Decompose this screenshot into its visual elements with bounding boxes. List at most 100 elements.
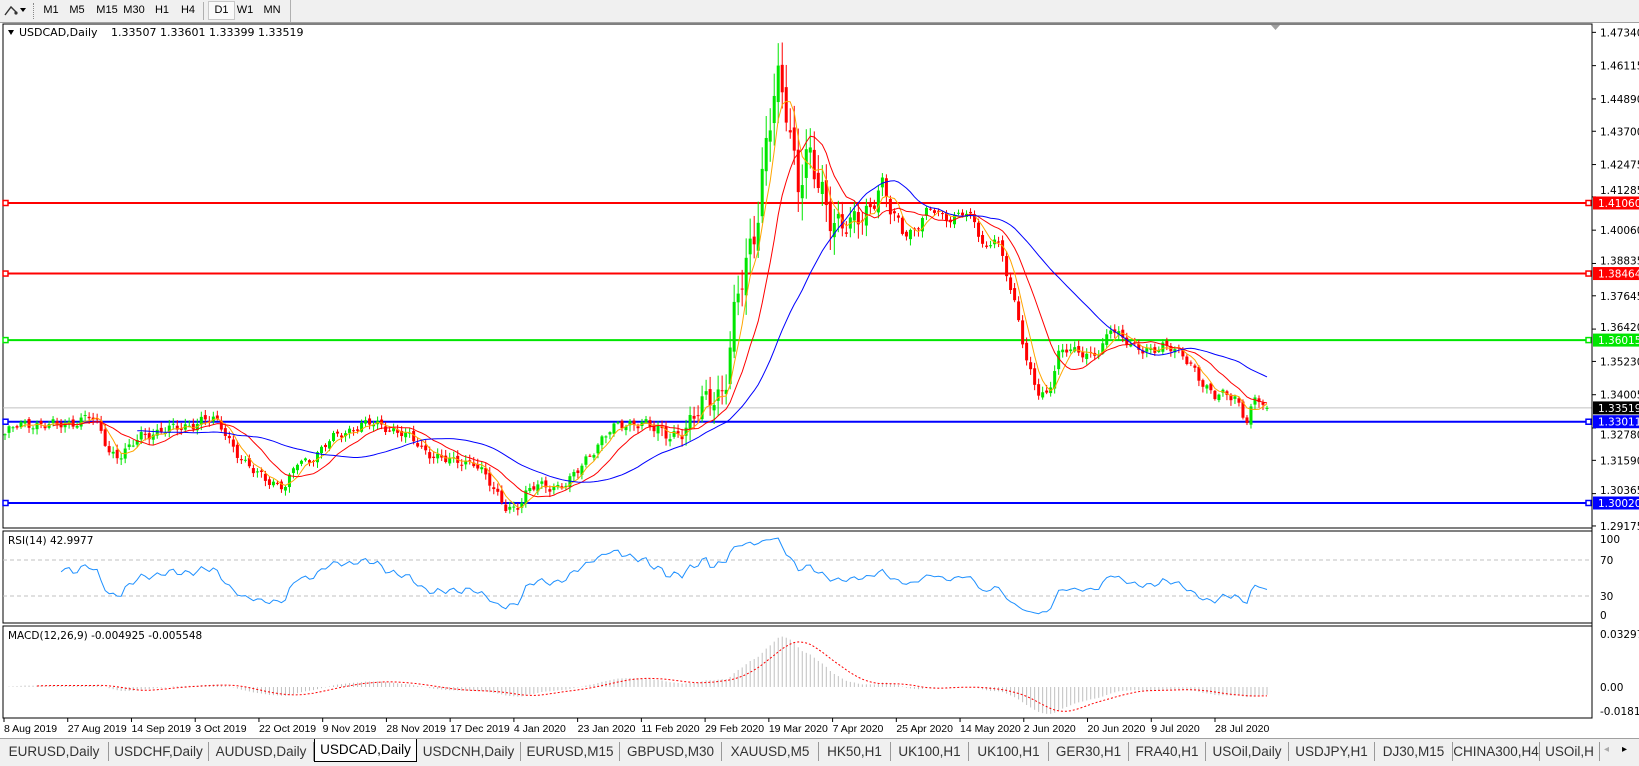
candle xyxy=(1213,390,1217,400)
candle xyxy=(263,473,267,481)
candle xyxy=(171,423,175,425)
chart-tab[interactable]: HK50,H1 xyxy=(819,742,891,761)
candle xyxy=(420,445,424,447)
collapse-triangle-icon[interactable] xyxy=(8,30,14,35)
price-panel[interactable]: USDCAD,Daily 1.33507 1.33601 1.33399 1.3… xyxy=(2,23,1639,718)
candle xyxy=(75,425,79,428)
candle xyxy=(600,436,604,446)
candle xyxy=(23,420,27,424)
candle xyxy=(1197,366,1201,381)
candle xyxy=(1237,398,1241,403)
candle xyxy=(908,229,912,240)
candle xyxy=(888,198,892,215)
candle xyxy=(235,444,239,458)
chart-tab[interactable]: GBPUSD,M30 xyxy=(620,742,722,761)
candle xyxy=(384,426,388,433)
candle xyxy=(167,425,171,433)
candle xyxy=(111,451,115,454)
candle xyxy=(1005,256,1009,277)
line-handle-icon xyxy=(1585,499,1592,507)
candle xyxy=(480,467,484,470)
line-handle-icon xyxy=(2,199,9,207)
candle xyxy=(15,426,19,428)
candle xyxy=(1245,417,1249,424)
timeframe-button-h1[interactable]: H1 xyxy=(154,4,170,16)
candle xyxy=(155,429,159,436)
candle xyxy=(560,486,564,489)
line-handle-icon xyxy=(1585,270,1592,277)
candle xyxy=(63,422,67,428)
candle xyxy=(1257,398,1261,403)
chart-tab[interactable]: GER30,H1 xyxy=(1049,742,1129,761)
chart-tab[interactable]: FRA40,H1 xyxy=(1129,742,1206,761)
timeframe-button-mn[interactable]: MN xyxy=(263,4,281,16)
line-tool-icon[interactable] xyxy=(3,2,19,18)
chart-tab[interactable]: USOil,H xyxy=(1540,742,1600,761)
price-tick-label: 1.38835 xyxy=(1600,256,1639,268)
rsi-label: RSI(14) 42.9977 xyxy=(8,535,93,547)
candle xyxy=(139,432,143,440)
candle xyxy=(299,460,303,464)
candle xyxy=(820,181,824,195)
level-price-label-bg xyxy=(1593,333,1639,347)
time-tick-label: 14 May 2020 xyxy=(960,723,1021,735)
candle xyxy=(1053,371,1057,389)
chart-tab[interactable]: USOil,Daily xyxy=(1206,742,1289,761)
toolbar-grip[interactable] xyxy=(33,3,36,19)
timeframe-button-m30[interactable]: M30 xyxy=(123,4,145,16)
macd-panel[interactable]: MACD(12,26,9) -0.004925 -0.005548 0.0329… xyxy=(2,625,1639,719)
candle xyxy=(219,420,223,430)
chart-shift-marker-icon[interactable] xyxy=(1271,25,1280,30)
chart-tab[interactable]: AUDUSD,Daily xyxy=(209,742,314,761)
timeframe-button-m1[interactable]: M1 xyxy=(43,4,59,16)
rsi-tick-label: 30 xyxy=(1600,591,1613,603)
timeframe-button-m15[interactable]: M15 xyxy=(96,4,118,16)
chart-tab[interactable]: USDJPY,H1 xyxy=(1289,742,1375,761)
candle xyxy=(1173,349,1177,353)
candle xyxy=(500,490,504,503)
candle xyxy=(1249,406,1253,425)
level-price-label-bg xyxy=(1593,496,1639,510)
chart-tab[interactable]: UK100,H1 xyxy=(969,742,1049,761)
chart-tab[interactable]: DJ30,M15 xyxy=(1375,742,1453,761)
candle xyxy=(756,222,760,251)
candle xyxy=(536,484,540,492)
chart-tab[interactable]: USDCAD,Daily xyxy=(314,739,417,762)
candle xyxy=(79,417,83,427)
chart-tab[interactable]: XAUUSD,M5 xyxy=(722,742,819,761)
chart-tab[interactable]: USDCHF,Daily xyxy=(109,742,209,761)
timeframe-button-m5[interactable]: M5 xyxy=(69,4,85,16)
candle xyxy=(1265,407,1269,409)
tab-scroll-right-icon[interactable]: ▸ xyxy=(1622,744,1628,755)
chart-tab[interactable]: EURUSD,Daily xyxy=(0,742,109,761)
candle xyxy=(39,420,43,425)
timeframe-button-w1[interactable]: W1 xyxy=(236,4,254,16)
tool-dropdown-chevron-icon[interactable] xyxy=(20,8,26,12)
candle xyxy=(344,433,348,437)
candle xyxy=(488,472,492,486)
chart-tab[interactable]: EURUSD,M15 xyxy=(521,742,620,761)
candle xyxy=(684,427,688,436)
candle xyxy=(1057,350,1061,370)
candle xyxy=(1029,362,1033,370)
candle xyxy=(392,428,396,432)
candle xyxy=(552,487,556,491)
timeframe-button-d1[interactable]: D1 xyxy=(208,1,235,20)
rsi-panel[interactable]: RSI(14) 42.9977 100 70 30 0 xyxy=(2,530,1620,624)
candle xyxy=(776,65,780,103)
chart-tab[interactable]: UK100,H1 xyxy=(891,742,969,761)
candle xyxy=(283,486,287,491)
level-price-label: 1.36015 xyxy=(1598,335,1639,347)
timeframe-button-h4[interactable]: H4 xyxy=(180,4,196,16)
candle xyxy=(464,460,468,465)
time-tick-label: 19 Mar 2020 xyxy=(769,723,828,735)
chart-tab[interactable]: CHINA300,H4 xyxy=(1453,742,1540,761)
time-axis: 8 Aug 2019 27 Aug 2019 14 Sep 2019 3 Oct 20… xyxy=(3,718,1269,735)
chart-tab[interactable]: USDCNH,Daily xyxy=(417,742,521,761)
tab-scroll-left-icon[interactable]: ◂ xyxy=(1604,744,1610,755)
price-tick-label: 1.40060 xyxy=(1600,225,1639,237)
time-tick-label: 28 Jul 2020 xyxy=(1215,723,1269,735)
time-tick-label: 8 Aug 2019 xyxy=(4,723,57,735)
candle xyxy=(191,423,195,430)
